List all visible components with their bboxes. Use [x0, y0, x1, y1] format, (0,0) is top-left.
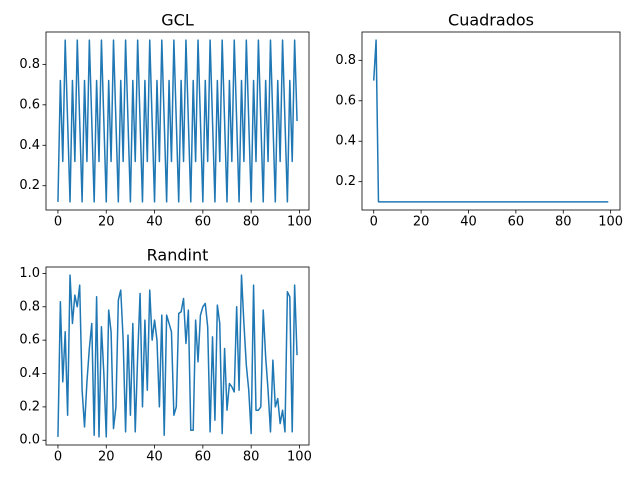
y-tick-label: 0.6 [19, 333, 40, 348]
y-tick-label: 1.0 [19, 266, 40, 281]
y-tick-label: 0.6 [335, 93, 356, 108]
x-tick-label: 20 [98, 215, 115, 230]
x-tick-label: 100 [598, 215, 623, 230]
y-tick-label: 0.8 [19, 57, 40, 72]
x-tick-label: 80 [243, 450, 260, 465]
subplot-title: Randint [147, 246, 209, 265]
subplot-title: GCL [161, 11, 194, 30]
x-tick-label: 40 [146, 450, 163, 465]
data-line [57, 39, 298, 203]
y-tick-label: 0.2 [19, 178, 40, 193]
x-tick-label: 0 [54, 450, 62, 465]
y-tick-label: 0.8 [19, 299, 40, 314]
x-tick-label: 20 [98, 450, 115, 465]
x-tick-label: 80 [243, 215, 260, 230]
x-tick-label: 100 [287, 450, 312, 465]
x-tick-label: 80 [555, 215, 572, 230]
x-tick-label: 40 [460, 215, 477, 230]
subplot-title: Cuadrados [448, 11, 534, 30]
y-tick-label: 0.8 [335, 53, 356, 68]
x-tick-label: 60 [195, 215, 212, 230]
axes-frame [361, 31, 621, 211]
x-tick-label: 20 [413, 215, 430, 230]
y-tick-label: 0.0 [19, 433, 40, 448]
y-tick-label: 0.4 [19, 138, 40, 153]
data-line [372, 39, 609, 203]
data-line [57, 274, 298, 438]
y-tick-label: 0.4 [19, 366, 40, 381]
x-tick-label: 0 [370, 215, 378, 230]
y-tick-label: 0.4 [335, 134, 356, 149]
y-tick-label: 0.2 [19, 399, 40, 414]
x-tick-label: 60 [508, 215, 525, 230]
x-tick-label: 0 [54, 215, 62, 230]
x-tick-label: 100 [287, 215, 312, 230]
y-tick-label: 0.2 [335, 174, 356, 189]
axes-frame [45, 31, 310, 211]
x-tick-label: 40 [146, 215, 163, 230]
x-tick-label: 60 [195, 450, 212, 465]
axes-frame [45, 266, 310, 446]
y-tick-label: 0.6 [19, 97, 40, 112]
